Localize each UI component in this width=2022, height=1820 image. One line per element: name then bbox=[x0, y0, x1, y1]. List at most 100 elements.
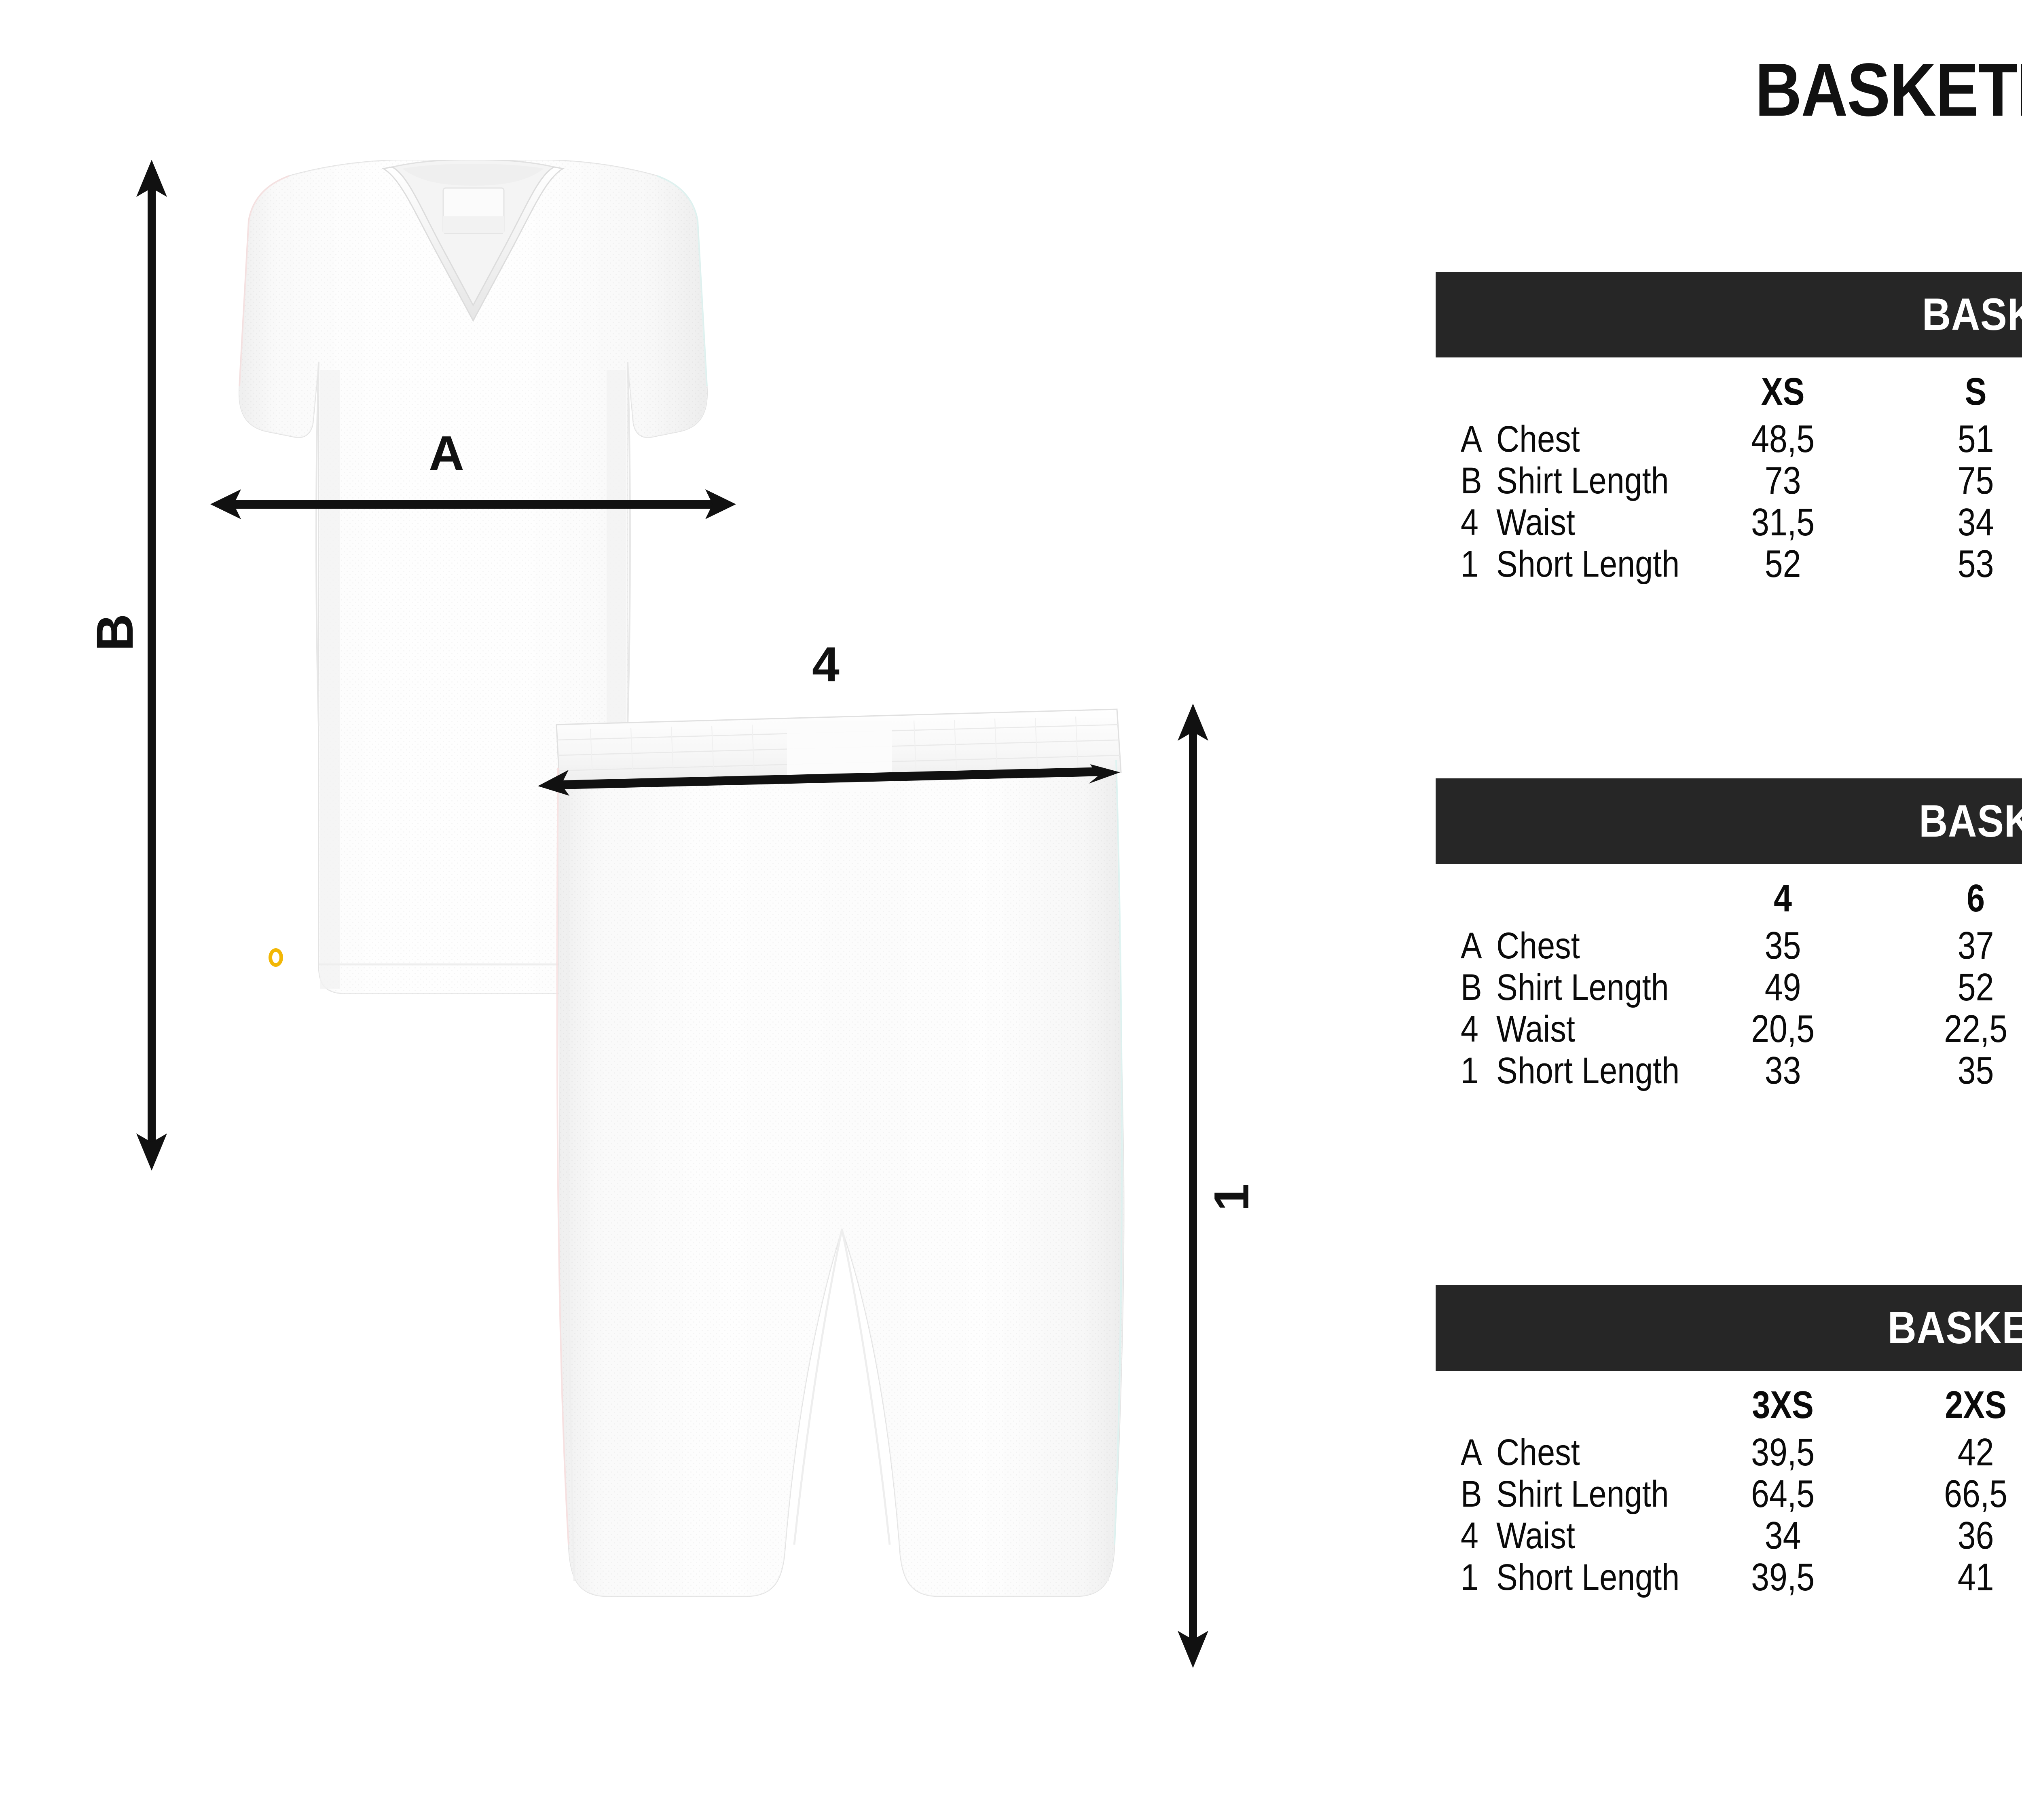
measurement-value: 49 bbox=[1764, 965, 1801, 1009]
jersey-chest-label: A bbox=[429, 426, 465, 481]
table-row: B Shirt Length 73 75 77 79 81 83 85 bbox=[1436, 460, 2022, 501]
size-header-cell: S bbox=[1965, 370, 1987, 413]
measurement-value: 42 bbox=[1957, 1430, 1994, 1474]
row-code: B bbox=[1460, 1473, 1482, 1515]
size-header-row-kids: 4 6 8 10 12 14 16 bbox=[1436, 872, 2022, 925]
table-row: 1 Short Length 33 35 37 39 41 43 45 bbox=[1436, 1050, 2022, 1091]
table-body-kids: 4 6 8 10 12 14 16 A Chest 35 37 39 41 43… bbox=[1436, 864, 2022, 1091]
row-code: B bbox=[1460, 966, 1482, 1008]
size-header-cell: 2XS bbox=[1945, 1383, 2007, 1427]
shorts-svg bbox=[556, 708, 1125, 1597]
table-header-men: BASKETBALL SIZE CHART MEN bbox=[1436, 272, 2022, 357]
size-header-cell: XS bbox=[1761, 370, 1805, 413]
measurement-value: 39,5 bbox=[1751, 1430, 1815, 1474]
table-row: 4 Waist 34 36 38 39 41 43 45 bbox=[1436, 1515, 2022, 1556]
row-code: 1 bbox=[1460, 1556, 1478, 1598]
shorts-left-seam bbox=[567, 788, 575, 1581]
row-name: Short Length bbox=[1496, 1556, 1680, 1598]
measurement-value: 75 bbox=[1957, 459, 1994, 502]
jersey-length-arrow bbox=[127, 160, 176, 1171]
jersey-right-armhole bbox=[627, 361, 631, 726]
measurement-value: 34 bbox=[1957, 500, 1994, 544]
table-row: 4 Waist 20,5 22,5 24,5 26,5 28,5 30,5 32… bbox=[1436, 1008, 2022, 1050]
jersey-neck-label-shadow bbox=[443, 216, 504, 233]
table-row: 1 Short Length 39,5 41 42,5 44 45 46,5 4… bbox=[1436, 1556, 2022, 1598]
measurement-value: 52 bbox=[1957, 965, 1994, 1009]
measurement-value: 73 bbox=[1764, 459, 1801, 502]
measurement-value: 35 bbox=[1764, 924, 1801, 967]
size-header-row-women: 3XS 2XS XS S M L XL bbox=[1436, 1379, 2022, 1431]
row-name: Shirt Length bbox=[1496, 1473, 1669, 1515]
row-code: 4 bbox=[1460, 1515, 1478, 1556]
row-name: Shirt Length bbox=[1496, 966, 1669, 1008]
size-table-women: BASKETBALL SIZE CHART WOMEN 3XS 2XS XS S… bbox=[1436, 1285, 2022, 1598]
table-row: B Shirt Length 64,5 66,5 68,5 70,5 72,5 … bbox=[1436, 1473, 2022, 1515]
size-header-row-men: XS S M L XL XXL 3XL bbox=[1436, 366, 2022, 418]
table-title-kids: BASKETBALL SIZE CHART KIDS bbox=[1918, 796, 2022, 846]
row-name: Waist bbox=[1496, 1008, 1575, 1050]
shorts-waist-arrow bbox=[538, 757, 1120, 801]
table-row: B Shirt Length 49 52 55 58 61 64 67 bbox=[1436, 966, 2022, 1008]
jersey-length-label: B bbox=[86, 613, 144, 651]
measurement-value: 39,5 bbox=[1751, 1555, 1815, 1599]
measurement-value: 51 bbox=[1957, 417, 1994, 461]
row-name: Chest bbox=[1496, 1431, 1580, 1473]
row-name: Waist bbox=[1496, 1515, 1575, 1556]
table-row: A Chest 48,5 51 53,5 56 58,5 61 63,5 bbox=[1436, 418, 2022, 460]
size-header-cell: 6 bbox=[1967, 877, 1985, 920]
row-name: Short Length bbox=[1496, 1050, 1680, 1091]
measurement-value: 35 bbox=[1957, 1048, 1994, 1092]
shorts-edge-tint-left bbox=[556, 768, 569, 1545]
measurement-value: 41 bbox=[1957, 1555, 1994, 1599]
jersey-left-armhole bbox=[315, 361, 319, 726]
table-row: A Chest 35 37 39 41 43 45 48 bbox=[1436, 925, 2022, 966]
size-header-cell: 3XS bbox=[1752, 1383, 1814, 1427]
shorts-inseam-right bbox=[841, 1229, 891, 1545]
table-title-men: BASKETBALL SIZE CHART MEN bbox=[1922, 289, 2022, 340]
row-code: 1 bbox=[1460, 543, 1478, 585]
jersey-collar bbox=[381, 166, 565, 322]
row-name: Short Length bbox=[1496, 543, 1680, 585]
size-chart-panel: BASKETBALL SIZE CHART(cm) BASKETBALL SIZ… bbox=[1436, 0, 2022, 1820]
row-name: Shirt Length bbox=[1496, 460, 1669, 501]
size-table-kids: BASKETBALL SIZE CHART KIDS 4 6 8 10 12 1… bbox=[1436, 778, 2022, 1091]
measurement-value: 52 bbox=[1764, 542, 1801, 586]
shorts-waist-label: 4 bbox=[812, 637, 840, 692]
row-code: A bbox=[1460, 418, 1482, 460]
table-row: 4 Waist 31,5 34 36,5 39 41,5 44 46,5 bbox=[1436, 501, 2022, 543]
measurement-value: 64,5 bbox=[1751, 1472, 1815, 1516]
shorts-edge-tint-right bbox=[1114, 760, 1123, 1545]
table-header-kids: BASKETBALL SIZE CHART KIDS bbox=[1436, 778, 2022, 864]
shorts-length-arrow bbox=[1169, 704, 1217, 1668]
jersey-left-shadow bbox=[320, 370, 340, 989]
measurement-value: 31,5 bbox=[1751, 500, 1815, 544]
table-row: A Chest 39,5 42 44,5 47 49,5 52 54,5 bbox=[1436, 1431, 2022, 1473]
jersey-edge-tint-right bbox=[657, 175, 708, 387]
table-title-women: BASKETBALL SIZE CHART WOMEN bbox=[1887, 1302, 2022, 1353]
shorts-length-label: 1 bbox=[1204, 1184, 1259, 1211]
jersey-inner-neck bbox=[402, 164, 544, 186]
size-header-cell: 4 bbox=[1774, 877, 1792, 920]
table-body-women: 3XS 2XS XS S M L XL A Chest 39,5 42 44,5… bbox=[1436, 1371, 2022, 1598]
row-code: 4 bbox=[1460, 501, 1478, 543]
size-table-men: BASKETBALL SIZE CHART MEN XS S M L XL XX… bbox=[1436, 272, 2022, 585]
row-code: 1 bbox=[1460, 1050, 1478, 1091]
jersey-edge-tint-left bbox=[239, 175, 290, 387]
row-code: 4 bbox=[1460, 1008, 1478, 1050]
measurement-value: 33 bbox=[1764, 1048, 1801, 1092]
row-name: Chest bbox=[1496, 925, 1580, 966]
shorts-inseam-left bbox=[793, 1229, 843, 1545]
row-name: Waist bbox=[1496, 501, 1575, 543]
measurement-value: 37 bbox=[1957, 924, 1994, 967]
jersey-brand-badge-icon bbox=[269, 948, 283, 967]
row-code: A bbox=[1460, 1431, 1482, 1473]
measurement-value: 48,5 bbox=[1751, 417, 1815, 461]
table-header-women: BASKETBALL SIZE CHART WOMEN bbox=[1436, 1285, 2022, 1371]
measurement-value: 20,5 bbox=[1751, 1007, 1815, 1051]
table-row: 1 Short Length 52 53 54 55 56 57 58 bbox=[1436, 543, 2022, 585]
garment-illustration-panel: B A 4 1 bbox=[86, 160, 1259, 1668]
measurement-value: 36 bbox=[1957, 1513, 1994, 1557]
page-title: BASKETBALL SIZE CHART(cm) bbox=[1755, 48, 2022, 132]
shorts-mesh-texture bbox=[558, 760, 1124, 1596]
measurement-value: 53 bbox=[1957, 542, 1994, 586]
